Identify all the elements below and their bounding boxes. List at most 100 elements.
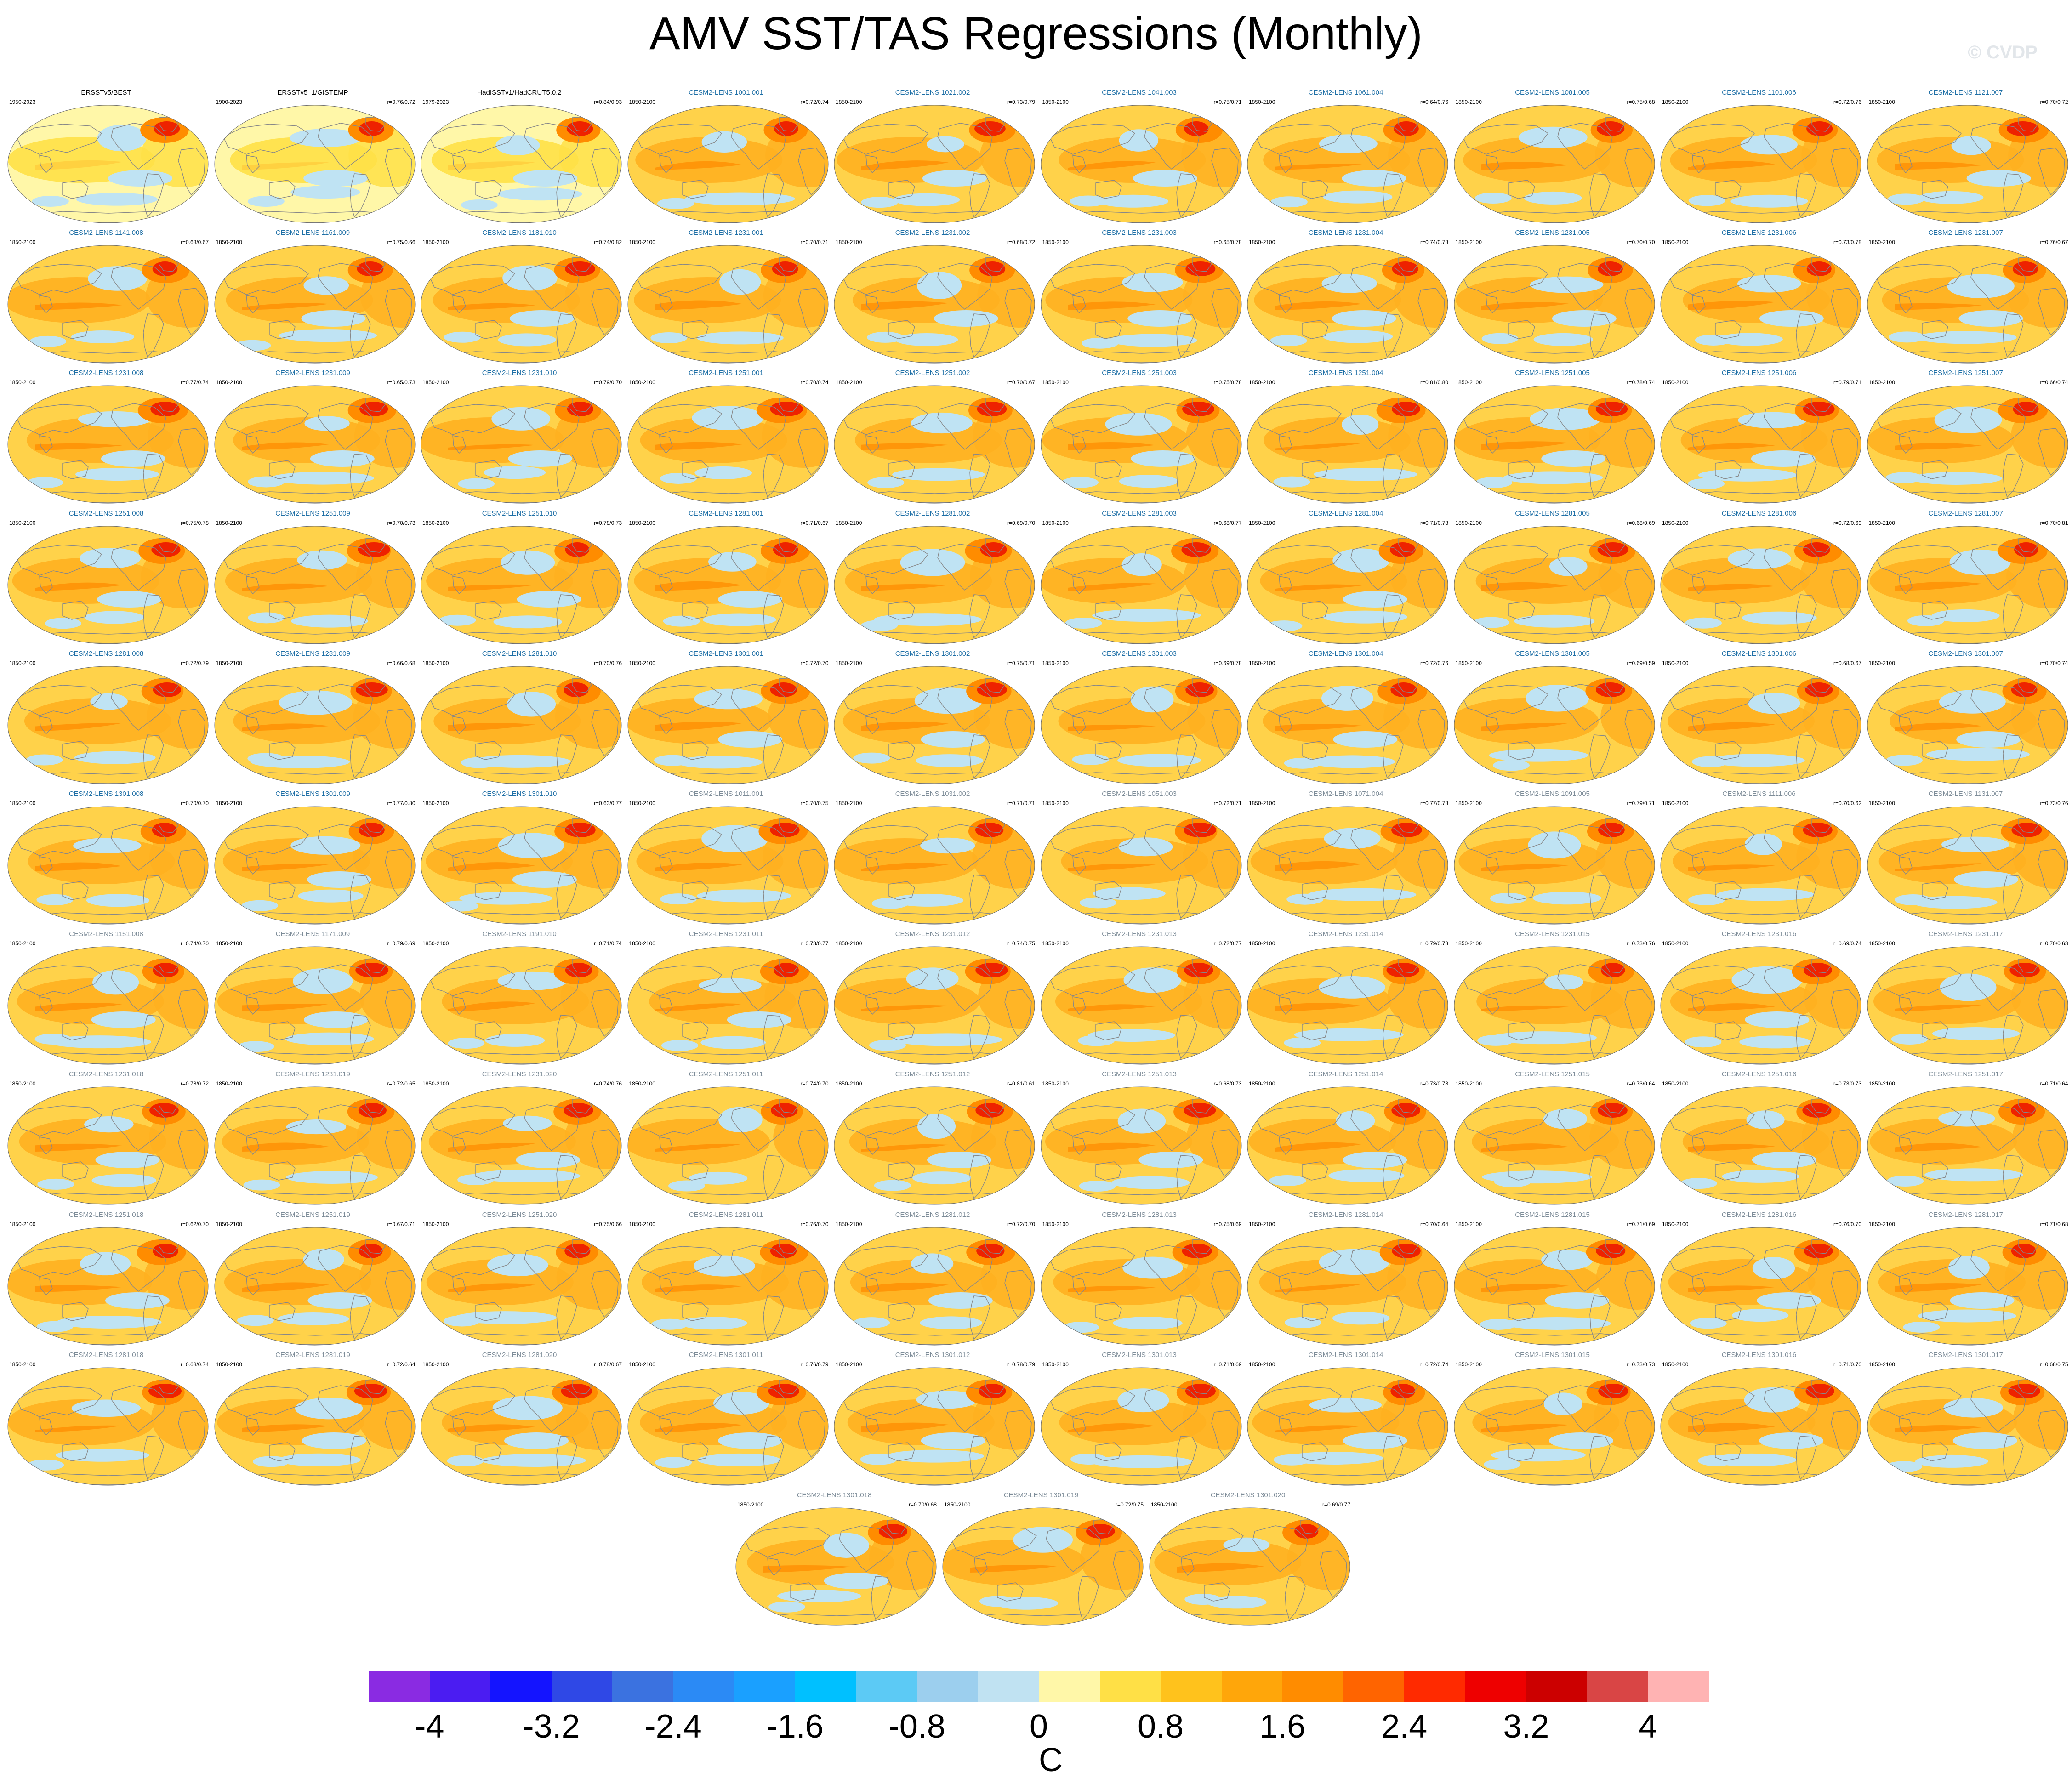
panel-title: CESM2-LENS 1281.012: [895, 1210, 970, 1219]
panel-title: CESM2-LENS 1231.016: [1721, 930, 1797, 938]
regression-map: [214, 806, 416, 925]
panel-pattern-correlation: r=0.75/0.69: [1213, 1221, 1242, 1227]
panel-period: 1850-2100: [836, 659, 862, 666]
panel-pattern-correlation: r=0.74/0.70: [800, 1080, 829, 1087]
panel-period: 1850-2100: [1868, 940, 1895, 947]
panel-title: CESM2-LENS 1231.015: [1515, 930, 1590, 938]
panel-pattern-correlation: r=0.73/0.73: [1627, 1361, 1655, 1368]
panel-period: 1850-2100: [1868, 99, 1895, 105]
map-panel: CESM2-LENS 1071.004 1850-2100 r=0.77/0.78: [1242, 790, 1449, 927]
panel-title: CESM2-LENS 1251.012: [895, 1070, 970, 1079]
panel-title: CESM2-LENS 1011.001: [689, 790, 763, 798]
panel-title: ERSSTv5_1/GISTEMP: [277, 89, 348, 97]
regression-map: [1660, 1367, 1861, 1486]
map-panel: CESM2-LENS 1281.002 1850-2100 r=0.69/0.70: [829, 509, 1036, 647]
map-panel: CESM2-LENS 1001.001 1850-2100 r=0.72/0.74: [623, 88, 830, 226]
panel-period: 1850-2100: [216, 940, 242, 947]
colorbar-tick-label: 2.4: [1381, 1708, 1428, 1745]
panel-pattern-correlation: r=0.76/0.72: [387, 99, 416, 105]
panel-title: CESM2-LENS 1251.013: [1102, 1070, 1177, 1079]
regression-map: [1247, 946, 1448, 1065]
panel-title: CESM2-LENS 1301.003: [1102, 649, 1177, 658]
panel-title: CESM2-LENS 1281.001: [689, 509, 763, 517]
panel-title: CESM2-LENS 1301.013: [1102, 1351, 1177, 1359]
panel-period: 1850-2100: [1042, 99, 1069, 105]
regression-map: [7, 105, 209, 223]
panel-pattern-correlation: r=0.68/0.67: [1833, 659, 1861, 666]
panel-title: ERSSTv5/BEST: [81, 89, 131, 97]
map-panel: CESM2-LENS 1301.006 1850-2100 r=0.68/0.67: [1656, 649, 1862, 787]
panel-period: 1850-2100: [1455, 519, 1482, 526]
regression-map: [834, 1367, 1035, 1486]
panel-title: CESM2-LENS 1151.008: [69, 930, 143, 938]
panel-title: CESM2-LENS 1251.017: [1928, 1070, 2003, 1079]
panel-title: CESM2-LENS 1251.020: [482, 1210, 557, 1219]
panel-title: CESM2-LENS 1301.001: [689, 649, 763, 658]
regression-map: [834, 946, 1035, 1065]
map-panel: CESM2-LENS 1251.001 1850-2100 r=0.70/0.74: [623, 369, 830, 506]
map-panel: CESM2-LENS 1301.017 1850-2100 r=0.68/0.75: [1862, 1351, 2069, 1489]
colorbar-swatch: [734, 1671, 796, 1702]
regression-map: [1041, 806, 1242, 925]
panel-title: CESM2-LENS 1301.008: [68, 790, 144, 798]
panel-title: CESM2-LENS 1051.003: [1102, 790, 1177, 798]
panel-period: 1850-2100: [1868, 239, 1895, 246]
regression-map: [1867, 105, 2068, 223]
panel-title: CESM2-LENS 1301.017: [1928, 1351, 2003, 1359]
panel-title: CESM2-LENS 1301.007: [1928, 649, 2003, 658]
map-panel: CESM2-LENS 1251.016 1850-2100 r=0.73/0.73: [1656, 1070, 1862, 1208]
panel-period: 1850-2100: [1249, 940, 1275, 947]
regression-map: [942, 1507, 1144, 1626]
panel-period: 1850-2100: [1662, 1221, 1689, 1227]
panel-title: CESM2-LENS 1251.004: [1308, 369, 1383, 377]
panel-period: 1850-2100: [1662, 99, 1689, 105]
colorbar-tick-label: 3.2: [1503, 1708, 1549, 1745]
regression-map: [834, 245, 1035, 364]
panel-title: CESM2-LENS 1121.007: [1928, 89, 2003, 97]
colorbar-swatch: [673, 1671, 734, 1702]
regression-map: [627, 105, 829, 223]
panel-pattern-correlation: r=0.70/0.64: [1420, 1221, 1448, 1227]
panel-title: CESM2-LENS 1231.018: [68, 1070, 144, 1079]
panel-title: CESM2-LENS 1161.009: [275, 229, 350, 237]
colorbar-tick-label: -2.4: [644, 1708, 702, 1745]
panel-title: CESM2-LENS 1301.012: [895, 1351, 970, 1359]
panel-pattern-correlation: r=0.72/0.76: [1833, 99, 1861, 105]
panel-pattern-correlation: r=0.78/0.79: [1007, 1361, 1035, 1368]
panel-pattern-correlation: r=0.72/0.64: [387, 1361, 416, 1368]
panel-period: 1850-2100: [1868, 519, 1895, 526]
regression-map: [1454, 806, 1655, 925]
panel-period: 1850-2100: [1455, 1361, 1482, 1368]
map-panel: CESM2-LENS 1281.005 1850-2100 r=0.68/0.69: [1449, 509, 1656, 647]
panel-title: CESM2-LENS 1251.016: [1721, 1070, 1797, 1079]
panel-period: 1850-2100: [216, 1221, 242, 1227]
panel-period: 1850-2100: [1249, 1221, 1275, 1227]
panel-period: 1850-2100: [9, 1080, 36, 1087]
map-panel: CESM2-LENS 1281.007 1850-2100 r=0.70/0.81: [1862, 509, 2069, 647]
regression-map: [7, 1227, 209, 1346]
regression-map: [214, 1227, 416, 1346]
panel-period: 1850-2100: [836, 379, 862, 386]
map-panel: CESM2-LENS 1301.003 1850-2100 r=0.69/0.78: [1036, 649, 1243, 787]
map-panel: CESM2-LENS 1281.020 1850-2100 r=0.78/0.67: [416, 1351, 623, 1489]
panel-title: CESM2-LENS 1251.007: [1928, 369, 2003, 377]
regression-map: [1041, 385, 1242, 504]
regression-map: [1041, 1086, 1242, 1205]
regression-map: [1041, 526, 1242, 644]
regression-map: [421, 385, 622, 504]
panel-title: CESM2-LENS 1071.004: [1308, 790, 1383, 798]
regression-map: [421, 946, 622, 1065]
panel-period: 1850-2100: [1662, 659, 1689, 666]
panel-period: 1850-2100: [1042, 1221, 1069, 1227]
panel-period: 1850-2100: [1662, 239, 1689, 246]
map-panel: CESM2-LENS 1301.004 1850-2100 r=0.72/0.76: [1242, 649, 1449, 787]
panel-period: 1850-2100: [9, 379, 36, 386]
map-panel: CESM2-LENS 1281.004 1850-2100 r=0.71/0.78: [1242, 509, 1449, 647]
regression-map: [214, 1086, 416, 1205]
colorbar-tick-label: 1.6: [1259, 1708, 1306, 1745]
panel-title: CESM2-LENS 1111.006: [1722, 790, 1796, 798]
panel-pattern-correlation: r=0.71/0.70: [1833, 1361, 1861, 1368]
panel-period: 1850-2100: [422, 659, 449, 666]
panel-pattern-correlation: r=0.68/0.77: [1213, 519, 1242, 526]
panel-pattern-correlation: r=0.68/0.74: [180, 1361, 209, 1368]
